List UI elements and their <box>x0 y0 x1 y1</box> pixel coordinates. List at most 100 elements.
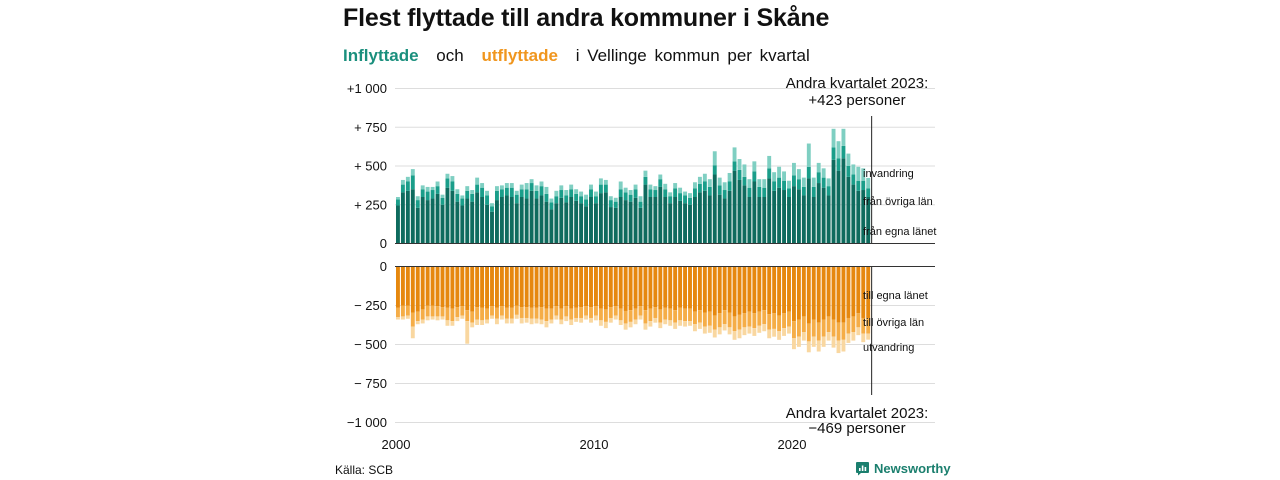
inflow-bar <box>678 187 683 194</box>
outflow-bar <box>722 266 727 311</box>
outflow-bar <box>475 266 480 308</box>
outflow-bar <box>628 321 633 328</box>
inflow-bar <box>509 183 514 188</box>
outflow-bar <box>653 317 658 323</box>
outflow-bar <box>712 266 717 316</box>
outflow-bar <box>410 266 415 313</box>
inflow-bar <box>544 201 549 244</box>
outflow-bar <box>801 316 806 333</box>
y-tick-label: − 750 <box>354 376 387 391</box>
outflow-bar <box>405 305 410 316</box>
outflow-bar <box>762 310 767 325</box>
inflow-bar <box>524 198 529 244</box>
outflow-bar <box>777 315 782 332</box>
outflow-bar <box>574 317 579 322</box>
outflow-bar <box>772 328 777 337</box>
inflow-bar <box>420 185 425 190</box>
inflow-bar <box>490 203 494 207</box>
inflow-bar <box>618 181 623 190</box>
outflow-bar <box>767 266 772 315</box>
outflow-bar <box>425 266 430 306</box>
outflow-bar <box>732 316 737 332</box>
outflow-bar <box>658 266 663 310</box>
outflow-bar <box>598 308 603 321</box>
inflow-bar <box>579 196 584 204</box>
outflow-bar <box>638 306 643 316</box>
inflow-bar <box>589 184 593 190</box>
outflow-bar <box>658 322 663 329</box>
inflow-bar <box>400 192 405 244</box>
inflow-bar <box>613 201 618 208</box>
inflow-bar <box>549 198 554 203</box>
outflow-bar <box>702 312 707 327</box>
outflow-bar <box>648 321 653 327</box>
inflow-bar <box>485 204 489 244</box>
outflow-bar <box>420 309 425 320</box>
outflow-bar <box>801 332 806 341</box>
inflow-bar <box>499 189 504 197</box>
inflow-bar <box>613 207 618 244</box>
inflow-bar <box>787 188 791 197</box>
inflow-bar <box>475 177 480 185</box>
inflow-bar <box>787 197 791 244</box>
inflow-bar <box>717 194 722 244</box>
outflow-bar <box>544 321 549 328</box>
inflow-bar <box>752 161 757 172</box>
outflow-bar <box>504 307 509 319</box>
outflow-bar <box>683 308 687 322</box>
inflow-bar <box>628 201 633 244</box>
inflow-bar <box>514 203 519 244</box>
inflow-bar <box>598 193 603 244</box>
outflow-bar <box>757 266 762 312</box>
inflow-bar <box>519 184 524 190</box>
inflow-bar <box>618 197 623 244</box>
inflow-bar <box>504 187 509 196</box>
outflow-bar <box>564 266 569 307</box>
inflow-bar <box>608 200 613 208</box>
outflow-bar <box>846 266 851 318</box>
outflow-bar <box>554 315 559 320</box>
outflow-bar <box>534 307 539 319</box>
inflow-bar <box>534 190 539 199</box>
inflow-bar <box>400 184 405 193</box>
outflow-bar <box>782 313 786 329</box>
inflow-bar <box>816 162 821 173</box>
inflow-bar <box>534 185 539 191</box>
inflow-bar <box>747 197 752 244</box>
outflow-bar <box>440 266 445 308</box>
inflow-bar <box>396 199 400 206</box>
outflow-bar <box>569 308 574 320</box>
inflow-bar <box>702 190 707 244</box>
inflow-bar <box>821 177 826 188</box>
inflow-bar <box>460 205 465 244</box>
outflow-bar <box>816 266 821 323</box>
outflow-bar <box>589 266 593 308</box>
inflow-bar <box>737 179 742 244</box>
inflow-bar <box>707 186 712 196</box>
inflow-bar <box>806 166 811 179</box>
outflow-bar <box>509 307 514 319</box>
inflow-bar <box>856 180 861 191</box>
inflow-bar <box>435 181 440 187</box>
outflow-bar <box>806 323 811 342</box>
outflow-bar <box>400 316 405 320</box>
inflow-bar <box>499 185 504 190</box>
outflow-bar <box>584 315 588 320</box>
outflow-bar <box>504 318 509 324</box>
outflow-bar <box>594 306 598 316</box>
inflow-bar <box>529 190 534 244</box>
inflow-bar <box>524 189 529 199</box>
outflow-bar <box>529 318 534 325</box>
inflow-bar <box>727 172 732 182</box>
inflow-bar <box>846 166 851 177</box>
outflow-bar <box>742 266 747 314</box>
inflow-bar <box>485 195 489 205</box>
outflow-bar <box>836 340 841 354</box>
outflow-bar <box>787 326 791 334</box>
inflow-bar <box>811 197 816 244</box>
inflow-bar <box>519 197 524 244</box>
inflow-bar <box>613 197 618 202</box>
outflow-bar <box>673 266 678 311</box>
inflow-bar <box>658 186 663 244</box>
outflow-bar <box>415 266 420 312</box>
